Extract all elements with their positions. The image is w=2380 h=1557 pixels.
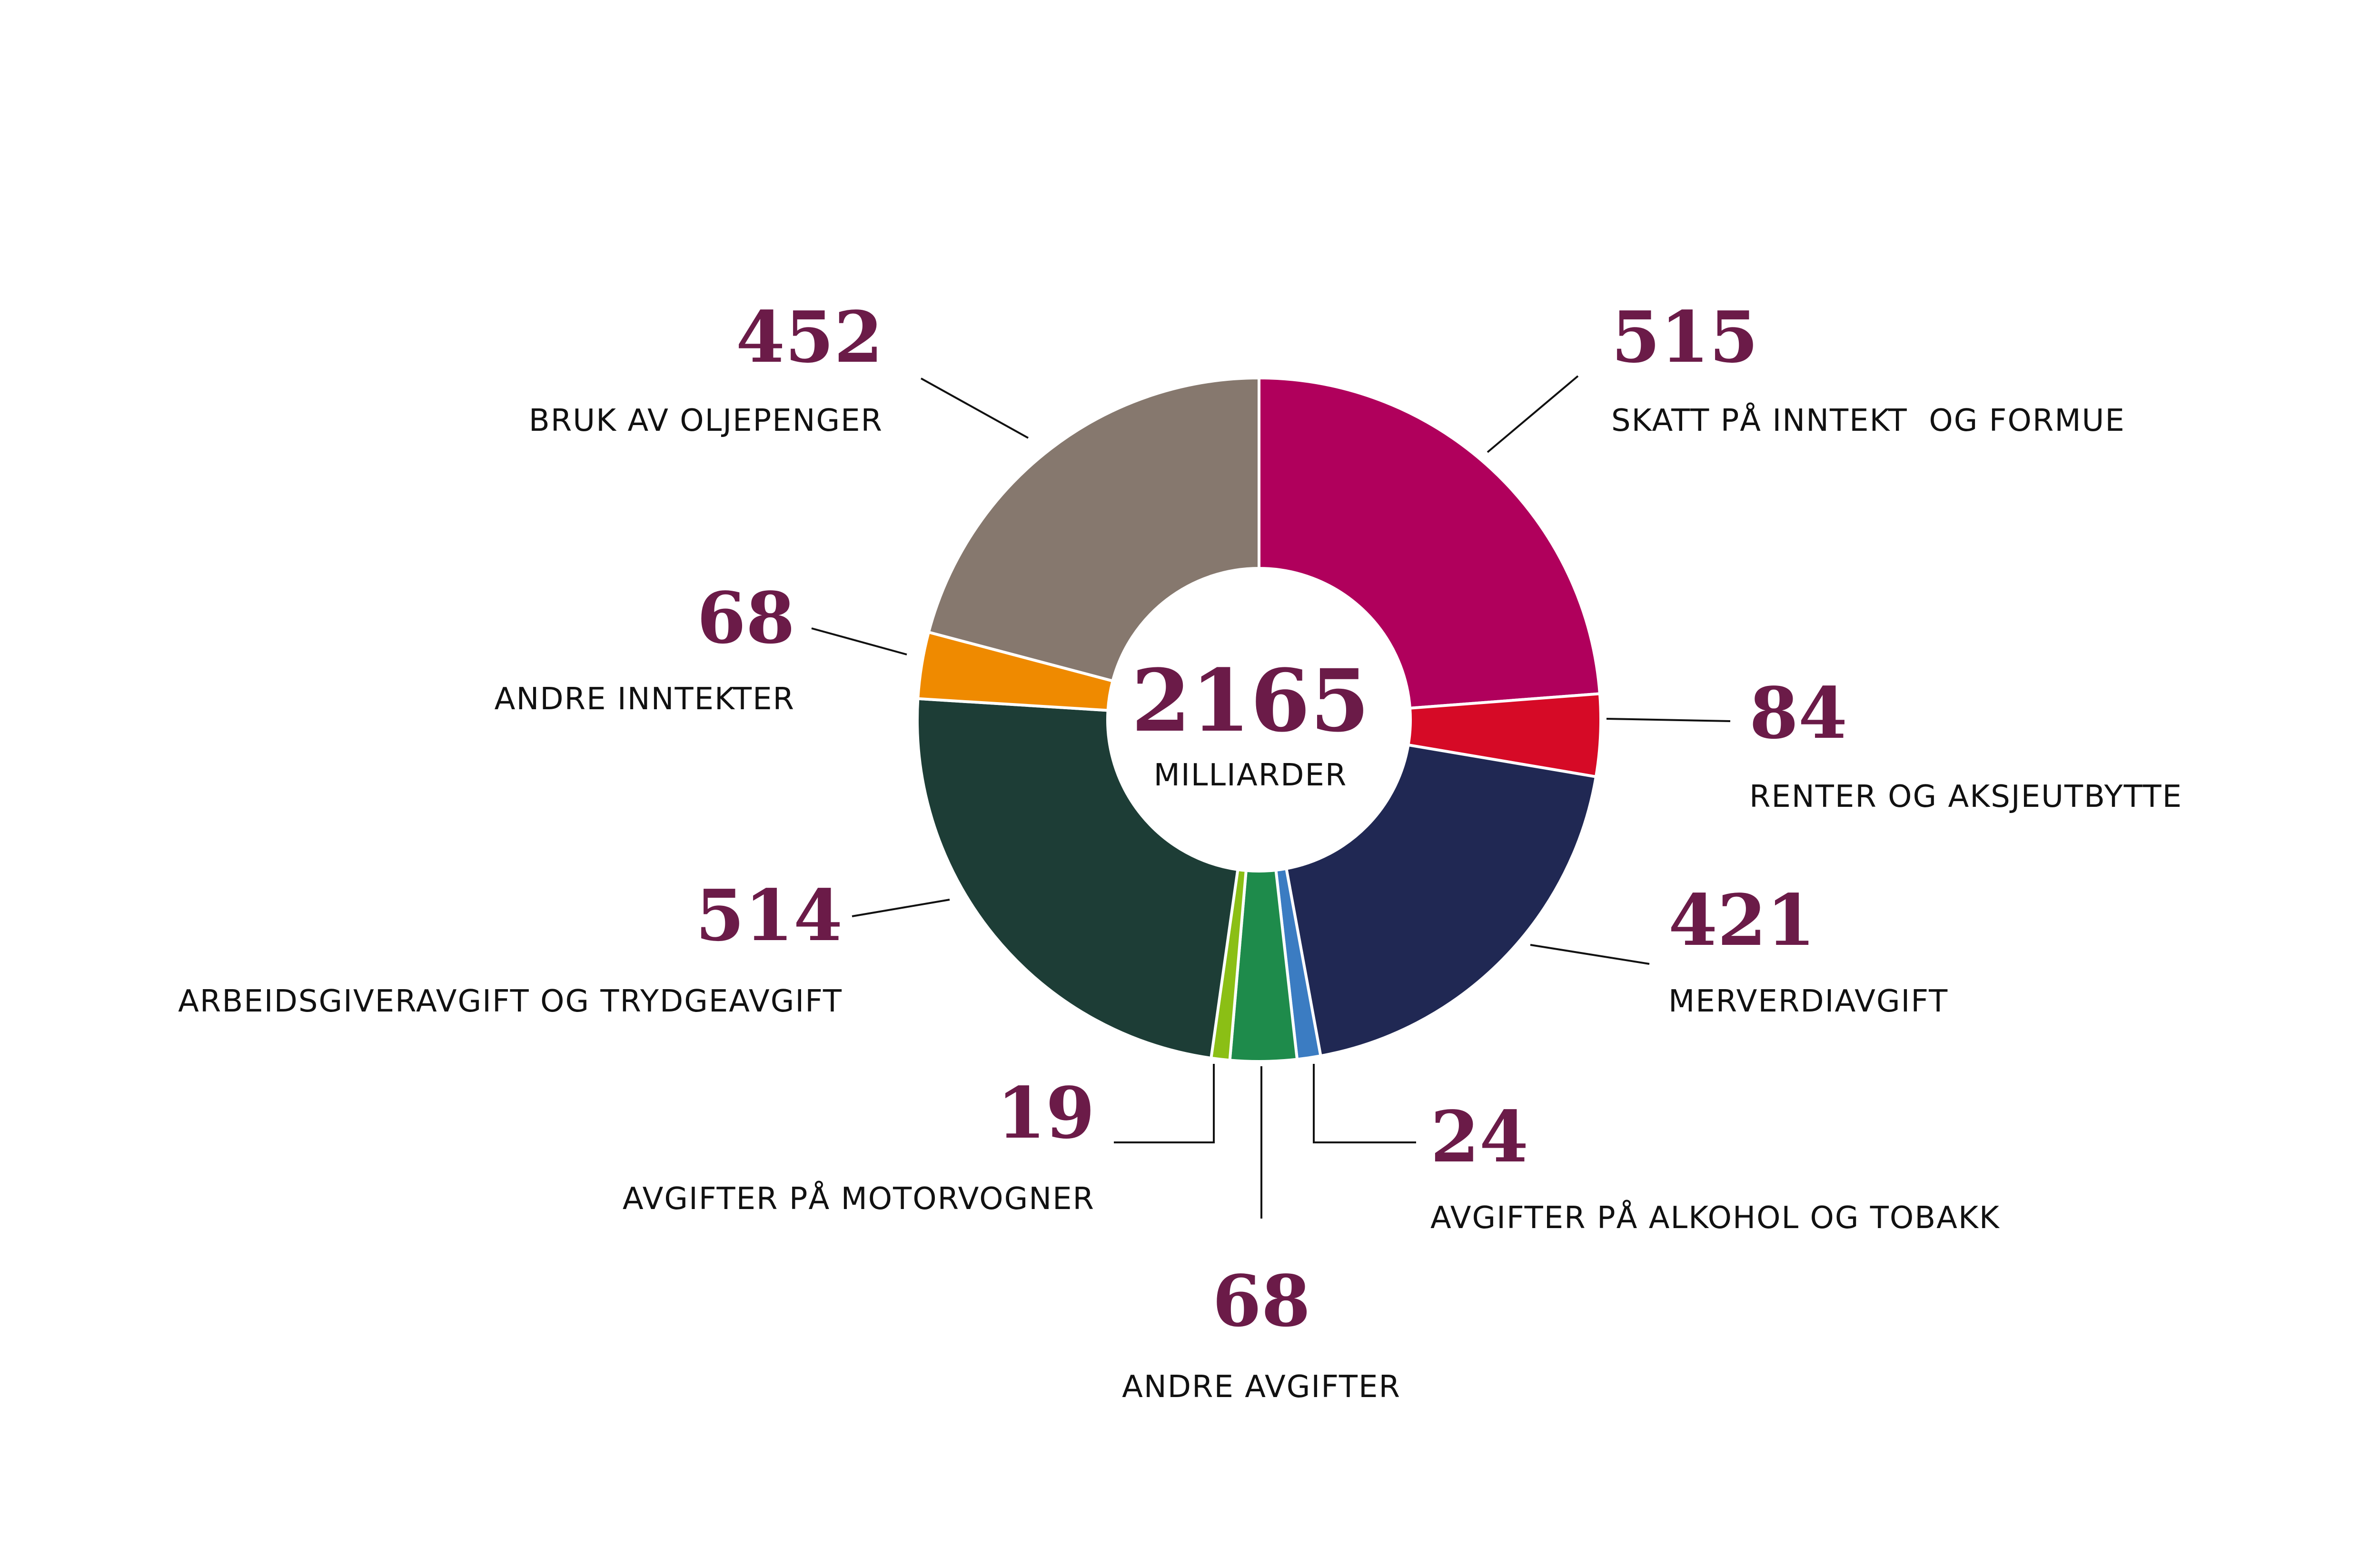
category-label-olje: BRUK AV OLJEPENGER [529,403,883,438]
leader-line-motorvogner [1114,1064,1215,1143]
category-label-merverdiavgift: MERVERDIAVGIFT [1668,984,1948,1019]
leader-line-arbeidsgiver [852,899,950,917]
value-label-alkohol: 24 [1430,1095,1528,1178]
category-label-alkohol: AVGIFTER PÅ ALKOHOL OG TOBAKK [1430,1200,2000,1236]
donut-slice-8 [927,376,1260,683]
value-label-arbeidsgiver: 514 [695,874,843,957]
leader-line-alkohol [1313,1064,1416,1143]
value-label-skatt: 515 [1611,296,1758,378]
category-label-arbeidsgiver: ARBEIDSGIVERAVGIFT OG TRYDGEAVGIFT [178,984,843,1019]
category-label-andre-inntekter: ANDRE INNTEKTER [495,682,795,717]
category-label-renter: RENTER OG AKSJEUTBYTTE [1749,779,2182,814]
category-label-motorvogner: AVGIFTER PÅ MOTORVOGNER [623,1180,1095,1217]
category-label-andre-avgifter: ANDRE AVGIFTER [1122,1369,1401,1405]
leader-line-andre-inntekter [811,627,907,655]
leader-line-skatt [1487,375,1579,453]
leader-line-olje [921,377,1029,439]
category-label-skatt: SKATT PÅ INNTEKT OG FORMUE [1611,402,2125,438]
donut-slices [915,376,1602,1063]
value-label-merverdiavgift: 421 [1668,879,1815,962]
value-label-renter: 84 [1749,672,1847,754]
total-unit-label: MILLIARDER [1154,758,1348,793]
donut-slice-0 [1258,376,1602,710]
total-value: 2165 [1131,651,1370,751]
value-label-motorvogner: 19 [997,1071,1095,1154]
value-label-andre-inntekter: 68 [697,576,795,659]
value-label-olje: 452 [736,296,883,378]
donut-slice-6 [915,697,1240,1060]
donut-slice-2 [1284,743,1598,1058]
value-label-andre-avgifter: 68 [1212,1259,1310,1342]
leader-line-merverdiavgift [1530,944,1650,965]
leader-line-renter [1606,718,1731,722]
